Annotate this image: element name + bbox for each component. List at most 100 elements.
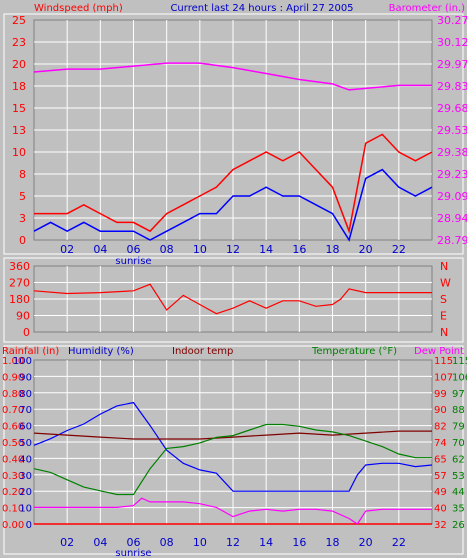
wind-panel-frame (3, 13, 464, 255)
x-tick-label: 18 (326, 536, 340, 549)
x-tick-label: 22 (392, 536, 406, 549)
temps-panel-frame (3, 345, 464, 555)
indoor-temp-tick-label: 107 (434, 372, 453, 383)
temperature-tick-label: 106 (452, 372, 467, 383)
humidity-tick-label: 20 (19, 487, 32, 498)
rainfall-tick-label: 0.10 (2, 504, 24, 515)
rainfall-tick-label: 0.80 (2, 389, 24, 400)
humidity-tick-label: 70 (19, 405, 32, 416)
rainfall-tick-label: 0.00 (2, 520, 24, 531)
rainfall-tick-label: 0.20 (2, 487, 24, 498)
x-tick-label: 04 (93, 243, 107, 256)
x-tick-label: 06 (127, 243, 141, 256)
x-tick-label: 08 (160, 536, 174, 549)
rainfall-tick-label: 0.40 (2, 454, 24, 465)
x-tick-label: 14 (259, 243, 273, 256)
humidity-tick-label: 60 (19, 422, 32, 433)
indoor-temp-tick-label: 99 (434, 389, 447, 400)
windspeed-tick-label: 18 (12, 80, 26, 93)
direction-line (33, 283, 432, 315)
indoor-temp-tick-label: 32 (434, 520, 447, 531)
direction-tick-label: 270 (9, 277, 30, 290)
dewpoint-line (34, 497, 432, 525)
humidity-axis-label: Humidity (%) (68, 346, 134, 357)
x-tick-label: 14 (259, 536, 273, 549)
compass-tick-label: N (440, 260, 448, 273)
windspeed-tick-label: 13 (12, 124, 26, 137)
barometer-tick-label: 28.79 (437, 234, 467, 247)
barometer-tick-label: 28.94 (437, 212, 467, 225)
barometer-tick-label: 29.23 (437, 168, 467, 181)
indoor-temp-label: Indoor temp (172, 346, 233, 357)
windspeed-axis-label: Windspeed (mph) (34, 3, 123, 14)
windspeed-tick-label: 8 (19, 168, 26, 181)
direction-tick-label: 360 (9, 260, 30, 273)
gust-line (34, 133, 433, 234)
indoor-temp-tick-label: 57 (434, 471, 447, 482)
barometer-tick-label: 29.53 (437, 124, 467, 137)
rainfall-tick-label: 0.50 (2, 438, 24, 449)
indoor-temp-tick-label: 49 (434, 487, 447, 498)
rainfall-axis-label: Rainfall (in) (2, 346, 59, 357)
compass-tick-label: W (440, 277, 451, 290)
temperature-tick-label: 44 (452, 487, 465, 498)
humidity-tick-label: 80 (19, 389, 32, 400)
humidity-tick-label: 10 (19, 504, 32, 515)
indoor-temp-tick-label: 115 (434, 356, 453, 367)
x-tick-label: 10 (193, 536, 207, 549)
temperature-tick-label: 115 (452, 356, 467, 367)
x-tick-label: 16 (292, 536, 306, 549)
indoor-temp-tick-label: 90 (434, 405, 447, 416)
direction-panel-frame (3, 257, 464, 343)
chart-title: Current last 24 hours : April 27 2005 (170, 3, 353, 14)
x-tick-label: 16 (292, 243, 306, 256)
indoor-temp-tick-label: 82 (434, 422, 447, 433)
rainfall-tick-label: 0.60 (2, 422, 24, 433)
compass-tick-label: S (440, 293, 447, 306)
rainfall-tick-label: 0.90 (2, 372, 24, 383)
x-tick-label: 08 (160, 243, 174, 256)
sunrise-label: sunrise (115, 256, 151, 267)
humidity-tick-label: 50 (19, 438, 32, 449)
indoor-temp-tick-label: 74 (434, 438, 447, 449)
barometer-tick-label: 29.38 (437, 146, 467, 159)
direction-tick-label: 180 (9, 293, 30, 306)
windspeed-tick-label: 10 (12, 146, 26, 159)
indoor-temp-line (33, 430, 432, 440)
barometer-tick-label: 29.97 (437, 58, 467, 71)
barometer-axis-label: Barometer (in.) (389, 3, 465, 14)
temperature-axis-label: Temperature (°F) (311, 346, 397, 357)
x-tick-label: 02 (60, 243, 74, 256)
windspeed-tick-label: 23 (12, 36, 26, 49)
windspeed-tick-label: 15 (12, 102, 26, 115)
barometer-tick-label: 29.09 (437, 190, 467, 203)
rainfall-tick-label: 0.30 (2, 471, 24, 482)
temperature-tick-label: 97 (452, 389, 465, 400)
temperature-tick-label: 88 (452, 405, 465, 416)
humidity-tick-label: 100 (13, 356, 32, 367)
temperature-tick-label: 53 (452, 471, 465, 482)
direction-tick-label: 0 (23, 326, 30, 339)
humidity-tick-label: 90 (19, 372, 32, 383)
temperature-tick-label: 35 (452, 504, 465, 515)
temperature-tick-label: 62 (452, 454, 465, 465)
x-tick-label: 10 (193, 243, 207, 256)
direction-tick-label: 90 (16, 310, 30, 323)
dewpoint-axis-label: Dew Point (414, 346, 464, 357)
rainfall-tick-label: 0.70 (2, 405, 24, 416)
indoor-temp-tick-label: 40 (434, 504, 447, 515)
temperature-tick-label: 79 (452, 422, 465, 433)
x-tick-label: 20 (359, 536, 373, 549)
windspeed-tick-label: 0 (19, 234, 26, 247)
windspeed-tick-label: 5 (19, 190, 26, 203)
x-tick-label: 20 (359, 243, 373, 256)
humidity-tick-label: 0 (26, 520, 32, 531)
temperature-tick-label: 70 (452, 438, 465, 449)
temperature-tick-label: 26 (452, 520, 465, 531)
barometer-tick-label: 30.27 (437, 14, 467, 27)
x-tick-label: 22 (392, 243, 406, 256)
x-tick-label: 18 (326, 243, 340, 256)
temperature-line (33, 423, 432, 496)
windspeed-tick-label: 25 (12, 14, 26, 27)
